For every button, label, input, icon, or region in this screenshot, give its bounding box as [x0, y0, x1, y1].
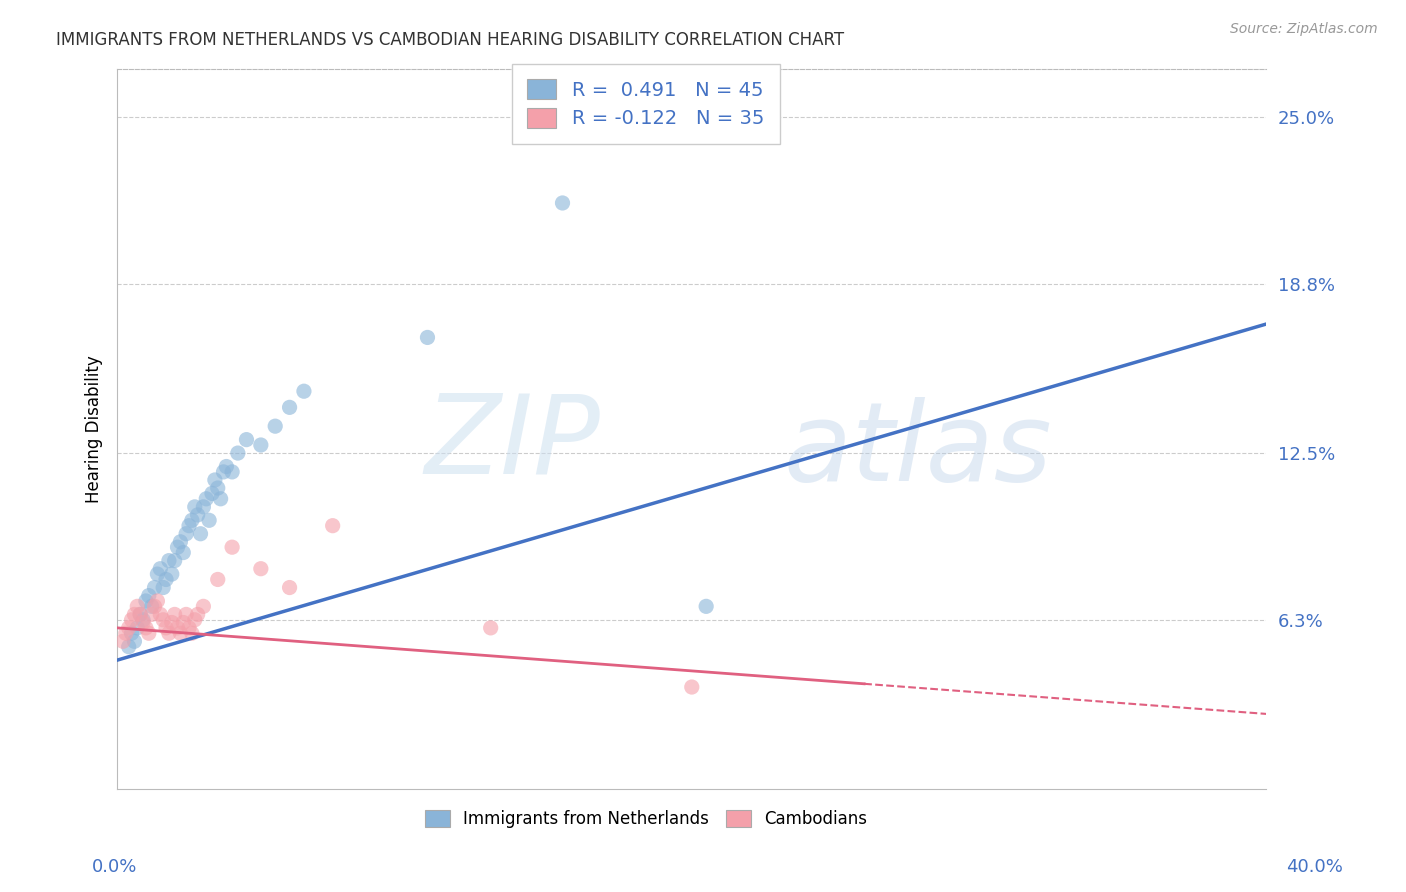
Point: [127, 621, 149, 635]
Point: [250, 438, 273, 452]
Point: [169, 626, 191, 640]
Text: 40.0%: 40.0%: [1286, 858, 1343, 876]
Point: [235, 433, 257, 447]
Point: [193, 599, 215, 614]
Point: [215, 459, 238, 474]
Point: [160, 567, 183, 582]
Point: [174, 607, 197, 622]
Point: [129, 607, 152, 622]
Point: [212, 465, 235, 479]
Point: [190, 526, 212, 541]
Point: [152, 581, 174, 595]
Text: ZIP: ZIP: [425, 390, 600, 497]
Point: [221, 540, 243, 554]
Point: [132, 613, 155, 627]
Point: [184, 500, 207, 514]
Point: [169, 534, 191, 549]
Point: [195, 491, 218, 506]
Text: Source: ZipAtlas.com: Source: ZipAtlas.com: [1230, 22, 1378, 37]
Point: [121, 613, 143, 627]
Point: [177, 621, 200, 635]
Point: [177, 518, 200, 533]
Point: [157, 626, 180, 640]
Point: [226, 446, 249, 460]
Point: [155, 621, 177, 635]
Point: [166, 540, 188, 554]
Point: [163, 554, 186, 568]
Point: [135, 594, 157, 608]
Point: [124, 634, 146, 648]
Point: [132, 615, 155, 630]
Point: [551, 196, 574, 211]
Point: [207, 481, 229, 495]
Point: [160, 615, 183, 630]
Point: [172, 545, 194, 559]
Point: [193, 500, 215, 514]
Point: [198, 513, 221, 527]
Point: [114, 626, 136, 640]
Point: [264, 419, 287, 434]
Point: [138, 626, 160, 640]
Point: [184, 613, 207, 627]
Point: [207, 573, 229, 587]
Point: [121, 626, 143, 640]
Point: [152, 613, 174, 627]
Point: [172, 615, 194, 630]
Point: [143, 599, 166, 614]
Point: [187, 508, 209, 522]
Point: [174, 526, 197, 541]
Point: [129, 607, 152, 622]
Point: [141, 607, 163, 622]
Point: [138, 589, 160, 603]
Point: [127, 599, 149, 614]
Point: [187, 607, 209, 622]
Point: [143, 581, 166, 595]
Point: [278, 581, 301, 595]
Point: [695, 599, 717, 614]
Y-axis label: Hearing Disability: Hearing Disability: [86, 355, 103, 503]
Point: [149, 607, 172, 622]
Point: [250, 562, 273, 576]
Point: [278, 401, 301, 415]
Point: [135, 621, 157, 635]
Point: [201, 486, 224, 500]
Point: [141, 599, 163, 614]
Point: [322, 518, 344, 533]
Text: IMMIGRANTS FROM NETHERLANDS VS CAMBODIAN HEARING DISABILITY CORRELATION CHART: IMMIGRANTS FROM NETHERLANDS VS CAMBODIAN…: [56, 31, 845, 49]
Point: [146, 594, 169, 608]
Point: [221, 465, 243, 479]
Point: [209, 491, 232, 506]
Text: atlas: atlas: [783, 397, 1052, 504]
Point: [479, 621, 502, 635]
Point: [118, 621, 141, 635]
Point: [416, 330, 439, 344]
Text: 0.0%: 0.0%: [91, 858, 136, 876]
Point: [292, 384, 315, 399]
Point: [166, 621, 188, 635]
Point: [146, 567, 169, 582]
Point: [163, 607, 186, 622]
Point: [157, 554, 180, 568]
Point: [124, 607, 146, 622]
Point: [118, 640, 141, 654]
Point: [155, 573, 177, 587]
Point: [180, 626, 202, 640]
Point: [681, 680, 703, 694]
Legend: Immigrants from Netherlands, Cambodians: Immigrants from Netherlands, Cambodians: [418, 804, 873, 835]
Point: [204, 473, 226, 487]
Point: [111, 634, 134, 648]
Point: [149, 562, 172, 576]
Point: [180, 513, 202, 527]
